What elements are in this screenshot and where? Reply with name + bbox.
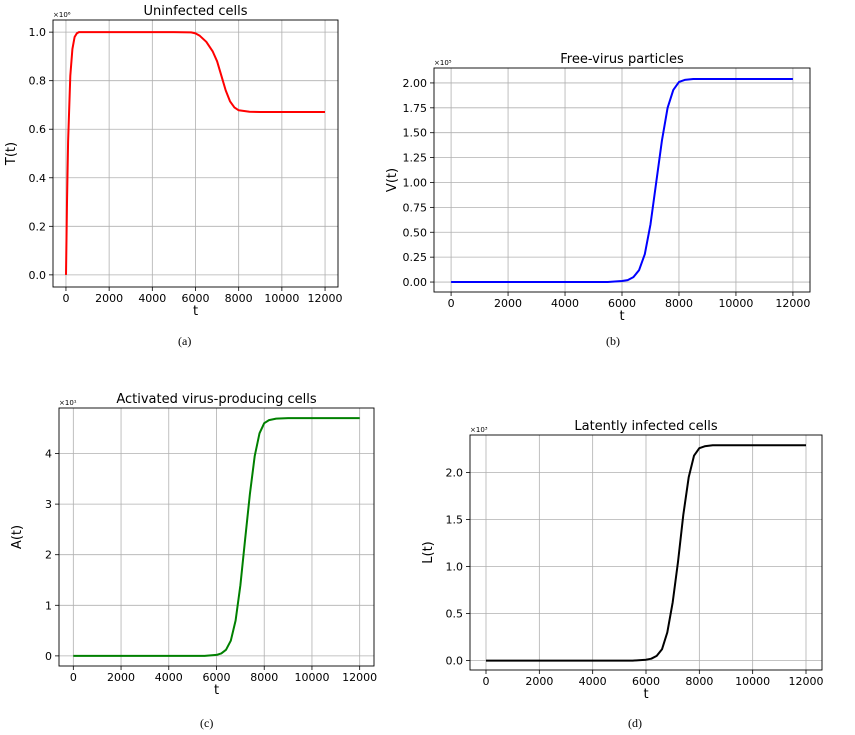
chart-title: Latently infected cells <box>574 419 718 434</box>
x-tick-label: 0 <box>70 671 77 684</box>
y-tick-label: 1.0 <box>446 561 464 574</box>
x-tick-label: 12000 <box>308 292 343 305</box>
x-axis-label: t <box>193 304 198 319</box>
y-tick-label: 1.25 <box>403 152 428 165</box>
y-axis-label: A(t) <box>10 525 25 549</box>
caption-b: (b) <box>606 334 620 348</box>
series-line <box>65 31 325 275</box>
x-tick-label: 12000 <box>342 671 377 684</box>
caption-d: (d) <box>628 716 642 730</box>
x-tick-label: 4000 <box>155 671 183 684</box>
x-axis-label: t <box>214 683 219 698</box>
y-tick-label: 1.00 <box>403 176 428 189</box>
y-tick-label: 0.75 <box>403 201 428 214</box>
y-tick-label: 1.50 <box>403 127 428 140</box>
y-tick-label: 0.50 <box>403 226 428 239</box>
chart-panel-3: 0 2000 4000 6000 8000 10000 12000 0.0 0.5 1.0 1.5 2… <box>421 419 824 702</box>
x-tick-label: 8000 <box>250 671 278 684</box>
x-tick-label: 2000 <box>95 292 123 305</box>
y-tick-label: 3 <box>45 498 52 511</box>
x-tick-label: 2000 <box>494 297 522 310</box>
chart-title: Uninfected cells <box>144 4 248 19</box>
y-tick-label: 0.25 <box>403 251 428 264</box>
x-tick-label: 10000 <box>264 292 299 305</box>
y-tick-label: 0.6 <box>29 123 47 136</box>
x-axis-label: t <box>643 687 648 702</box>
axis-multiplier: ×10⁵ <box>434 59 452 67</box>
x-tick-label: 6000 <box>632 675 660 688</box>
x-tick-label: 10000 <box>718 297 753 310</box>
x-tick-label: 6000 <box>182 292 210 305</box>
y-axis-label: V(t) <box>385 168 400 192</box>
chart-title: Activated virus-producing cells <box>116 392 317 407</box>
x-tick-label: 6000 <box>608 297 636 310</box>
x-tick-label: 4000 <box>579 675 607 688</box>
axis-multiplier: ×10⁶ <box>53 11 71 19</box>
y-tick-label: 0.5 <box>446 608 464 621</box>
chart-panel-2: 0 2000 4000 6000 8000 10000 12000 0 1 2 3 4 Activate… <box>10 392 377 698</box>
y-axis-label: L(t) <box>421 541 436 563</box>
x-tick-label: 6000 <box>203 671 231 684</box>
y-tick-label: 1.75 <box>403 102 428 115</box>
y-tick-label: 0.0 <box>446 655 464 668</box>
y-tick-label: 2 <box>45 549 52 562</box>
x-tick-label: 2000 <box>525 675 553 688</box>
series-line <box>486 444 806 662</box>
x-tick-label: 0 <box>448 297 455 310</box>
x-tick-label: 8000 <box>685 675 713 688</box>
y-tick-label: 0.00 <box>403 276 428 289</box>
x-tick-label: 2000 <box>107 671 135 684</box>
x-tick-label: 12000 <box>775 297 810 310</box>
series-line <box>451 78 793 283</box>
y-tick-label: 1 <box>45 599 52 612</box>
caption-a: (a) <box>178 334 192 348</box>
axis-multiplier: ×10³ <box>470 426 488 434</box>
chart-panel-1: 0 2000 4000 6000 8000 10000 12000 0.00 0.25 0.50 0… <box>385 52 811 324</box>
y-axis-label: T(t) <box>4 142 19 166</box>
x-tick-label: 8000 <box>665 297 693 310</box>
y-tick-label: 1.0 <box>29 26 47 39</box>
y-tick-label: 0.2 <box>29 220 47 233</box>
y-tick-label: 0.0 <box>29 269 47 282</box>
x-tick-label: 8000 <box>225 292 253 305</box>
x-tick-label: 10000 <box>294 671 329 684</box>
x-axis-label: t <box>619 309 624 324</box>
y-tick-label: 2.0 <box>446 467 464 480</box>
axis-multiplier: ×10¹ <box>59 399 77 407</box>
chart-title: Free-virus particles <box>560 52 684 67</box>
x-tick-label: 0 <box>483 675 490 688</box>
y-tick-label: 2.00 <box>403 77 428 90</box>
series-line <box>73 417 360 657</box>
chart-panel-0: 0 2000 4000 6000 8000 10000 12000 0.0 0.2 0.4 0.6 0… <box>4 4 343 319</box>
caption-c: (c) <box>200 716 214 730</box>
x-tick-label: 10000 <box>735 675 770 688</box>
y-tick-label: 0.8 <box>29 75 47 88</box>
x-tick-label: 4000 <box>551 297 579 310</box>
y-tick-label: 0 <box>45 650 52 663</box>
x-tick-label: 12000 <box>789 675 824 688</box>
x-tick-label: 4000 <box>138 292 166 305</box>
y-tick-label: 0.4 <box>29 172 47 185</box>
y-tick-label: 4 <box>45 448 52 461</box>
x-tick-label: 0 <box>62 292 69 305</box>
y-tick-label: 1.5 <box>446 514 464 527</box>
